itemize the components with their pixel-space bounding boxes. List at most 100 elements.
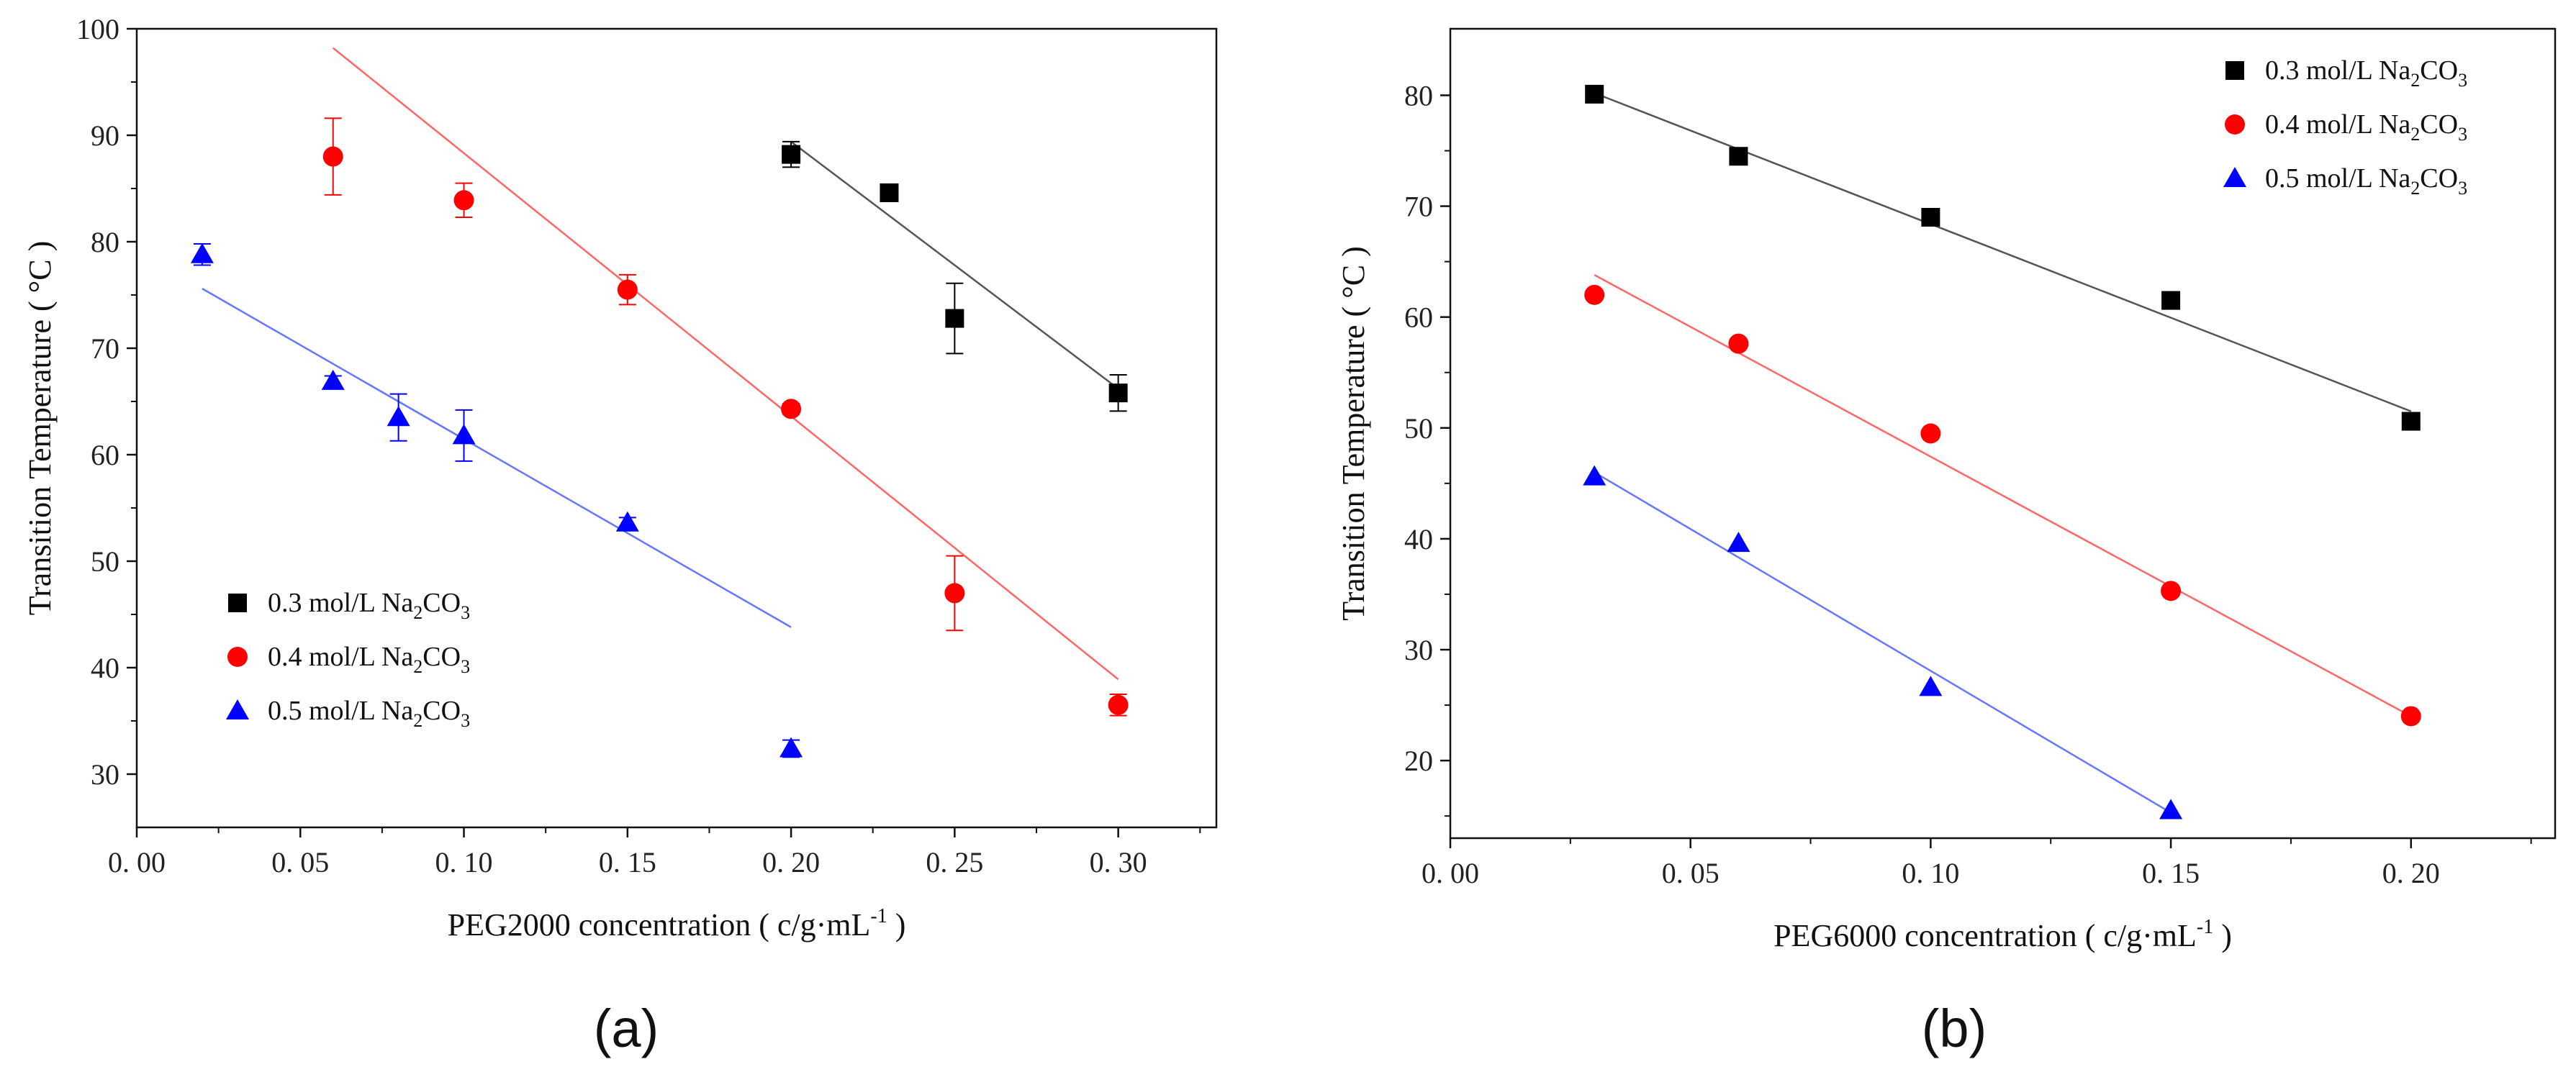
data-point [453,190,474,211]
y-axis-title: Transition Temperature ( °C ) [1336,246,1371,620]
data-point [2401,412,2421,431]
legend-label-subscript: 3 [2458,70,2467,91]
fit-line [790,140,1119,390]
panel-label: (a) [594,999,659,1058]
y-tick-label: 100 [76,13,119,45]
legend-label-subscript: 3 [461,656,470,677]
y-tick-label: 50 [1404,412,1433,445]
plot-frame [1449,27,2557,840]
legend-label-text: 0.5 mol/L Na [268,696,413,726]
data-point [944,583,965,604]
y-tick-label: 20 [1404,745,1433,777]
data-point [387,406,410,427]
x-axis-title: PEG2000 concentration ( c/g·mL-1 ) [448,905,906,942]
x-axis-title-suffix: ) [2213,918,2232,953]
fit-line [1594,274,2412,717]
legend-label-text: CO [2420,163,2458,194]
series-square [1585,84,2421,431]
y-tick-label: 60 [91,439,119,471]
data-point [2161,581,2182,601]
data-point [1108,694,1129,715]
data-point [190,242,214,263]
x-tick-label: 0. 10 [435,846,493,878]
legend-label-subscript: 2 [2410,178,2420,199]
data-point [1584,284,1605,305]
legend-label-subscript: 2 [2410,70,2420,91]
y-tick-label: 70 [1404,191,1433,223]
legend-label-subscript: 2 [413,602,422,623]
y-tick-label: 50 [91,545,119,578]
legend-marker [226,699,249,719]
series-triangle [1583,465,2183,819]
legend-label-subscript: 3 [461,710,470,731]
x-axis-title-superscript: -1 [2197,916,2213,938]
legend-label: 0.4 mol/L Na2CO3 [2265,109,2467,145]
legend-label-subscript: 2 [413,656,422,677]
x-tick-label: 0. 00 [1422,857,1479,889]
legend-label: 0.3 mol/L Na2CO3 [2265,55,2467,91]
legend-marker [2225,114,2245,135]
chart-panel-b: 0. 00 0. 05 0. 10 0. 15 0. 20 20 30 40 50 60 70 80 P… [1336,27,2557,1058]
legend-label-subscript: 3 [461,602,470,623]
data-point [782,145,801,164]
data-point [880,183,899,202]
x-tick-label: 0. 05 [271,846,329,878]
data-point [322,146,343,167]
y-tick-label: 40 [1404,523,1433,555]
legend-label-subscript: 3 [2458,124,2467,145]
legend-label: 0.4 mol/L Na2CO3 [268,642,470,677]
legend-label-text: CO [2420,55,2458,86]
y-tick-label: 60 [1404,301,1433,334]
data-point [1727,532,1750,553]
data-point [617,279,638,300]
legend-label-text: CO [422,696,461,726]
chart-panel-a: 0. 00 0. 05 0. 10 0. 15 0. 20 0. 25 0. 30 30 40 5… [22,13,1218,1058]
y-tick-label: 90 [91,119,119,152]
x-axis-title: PEG6000 concentration ( c/g·mL-1 ) [1773,916,2232,953]
data-point [2161,291,2181,310]
data-point [945,309,964,328]
y-tick-label: 80 [91,226,119,258]
legend-marker [2225,61,2244,80]
legend-label-text: 0.4 mol/L Na [2265,109,2410,140]
data-point [781,399,802,419]
x-tick-label: 0. 15 [599,846,656,878]
data-point [1921,207,1940,227]
x-tick-label: 0. 15 [2142,857,2200,889]
series-circle [1584,274,2421,727]
x-axis-title-suffix: ) [887,907,906,942]
x-axis-title-text: PEG6000 concentration ( c/g·mL [1773,918,2197,953]
series-circle [322,47,1129,717]
fit-line [1594,92,2412,412]
y-tick-label: 30 [1404,634,1433,666]
data-point [615,511,639,532]
x-tick-label: 0. 05 [1662,857,1719,889]
y-tick-label: 30 [91,758,119,791]
legend-label-subscript: 2 [2410,124,2420,145]
panel-label: (b) [1922,999,1987,1058]
y-tick-label: 40 [91,652,119,684]
series-triangle [190,242,803,758]
x-tick-label: 0. 00 [108,846,166,878]
x-tick-label: 0. 20 [2382,857,2440,889]
data-point [1728,333,1749,354]
data-point [1585,84,1604,104]
data-point [2159,799,2183,819]
data-point [779,737,803,758]
x-tick-label: 0. 20 [762,846,820,878]
legend-label: 0.5 mol/L Na2CO3 [268,696,470,731]
legend-label-text: 0.5 mol/L Na [2265,163,2410,194]
fit-line [1594,471,2171,814]
y-tick-label: 70 [91,332,119,365]
legend-label-text: 0.3 mol/L Na [268,588,413,618]
legend-label-subscript: 3 [2458,178,2467,199]
data-point [1729,147,1748,166]
data-point [1919,676,1943,696]
x-axis-title-text: PEG2000 concentration ( c/g·mL [448,907,871,942]
fit-line [332,47,1119,681]
data-point [1108,383,1128,403]
series-square [782,140,1128,412]
legend-label-subscript: 2 [413,710,422,731]
data-point [452,424,476,445]
